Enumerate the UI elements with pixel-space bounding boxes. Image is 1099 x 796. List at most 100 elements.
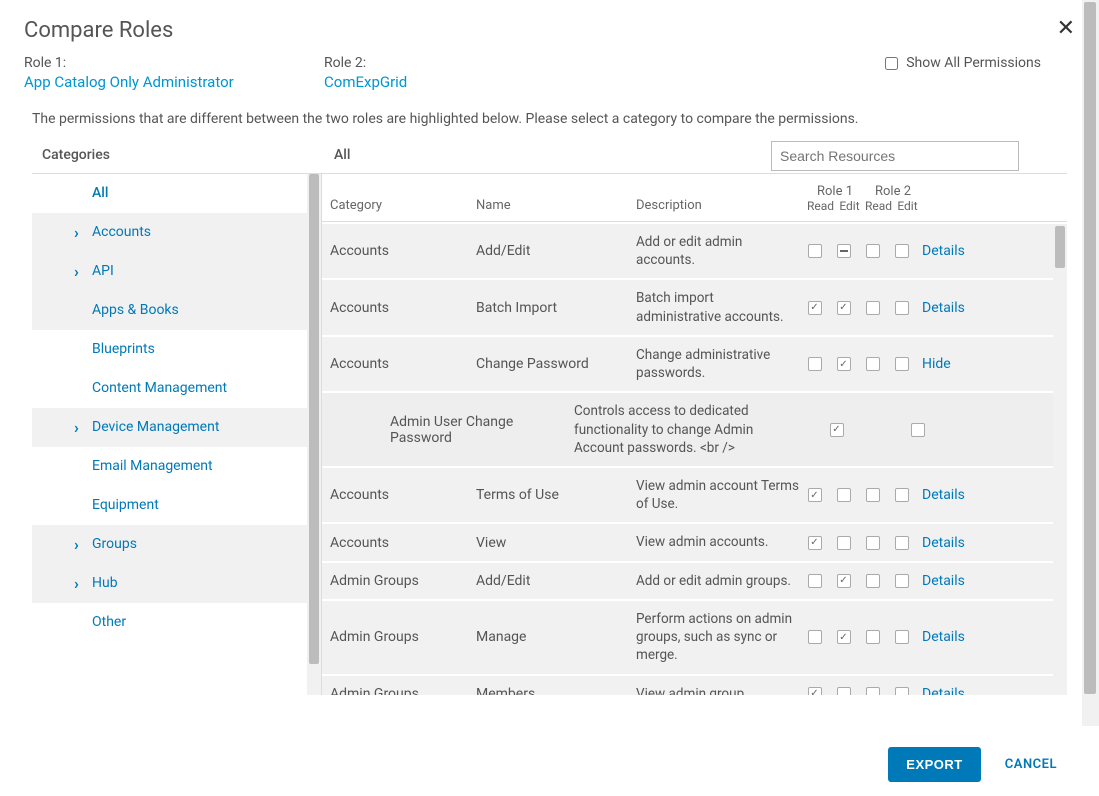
table-scrollbar[interactable] [1053, 224, 1067, 695]
sidebar-item-blueprints[interactable]: Blueprints [32, 330, 321, 369]
checkbox[interactable] [895, 244, 909, 258]
checkbox[interactable] [895, 301, 909, 315]
th-category: Category [330, 198, 476, 213]
dialog-title: Compare Roles [24, 18, 173, 43]
description-text: The permissions that are different betwe… [0, 101, 1099, 141]
checkbox[interactable] [866, 357, 880, 371]
checkbox[interactable] [808, 301, 822, 315]
checkbox[interactable] [895, 357, 909, 371]
sidebar-item-apps-books[interactable]: Apps & Books [32, 291, 321, 330]
td-name: Add/Edit [476, 573, 636, 589]
details-link[interactable]: Details [916, 573, 972, 589]
checkbox[interactable] [837, 687, 851, 695]
td-name: Admin User Change Password [330, 414, 574, 446]
th-description: Description [636, 198, 806, 213]
sidebar-item-accounts[interactable]: Accounts [32, 213, 321, 252]
sidebar-item-content-management[interactable]: Content Management [32, 369, 321, 408]
checkbox[interactable] [837, 574, 851, 588]
checkbox[interactable] [808, 687, 822, 695]
sidebar-item-api[interactable]: API [32, 252, 321, 291]
export-button[interactable]: EXPORT [888, 747, 980, 782]
table-row: AccountsAdd/EditAdd or edit admin accoun… [322, 224, 1053, 280]
checkbox[interactable] [866, 536, 880, 550]
td-desc: Batch import administrative accounts. [636, 289, 800, 325]
sidebar-item-equipment[interactable]: Equipment [32, 486, 321, 525]
td-category: Admin Groups [330, 573, 476, 589]
checkbox[interactable] [837, 357, 851, 371]
td-desc: Perform actions on admin groups, such as… [636, 610, 800, 665]
checkbox[interactable] [808, 574, 822, 588]
checkbox[interactable] [911, 423, 925, 437]
checkbox[interactable] [808, 630, 822, 644]
checkbox[interactable] [866, 574, 880, 588]
role1-name[interactable]: App Catalog Only Administrator [24, 73, 324, 91]
td-name: Batch Import [476, 300, 636, 316]
category-sidebar: AllAccountsAPIApps & BooksBlueprintsCont… [32, 174, 322, 695]
checkbox[interactable] [837, 488, 851, 502]
checkbox[interactable] [895, 536, 909, 550]
checkbox[interactable] [895, 574, 909, 588]
checkbox[interactable] [830, 423, 844, 437]
td-desc: Change administrative passwords. [636, 346, 800, 382]
details-link[interactable]: Details [916, 243, 972, 259]
td-name: View [476, 535, 636, 551]
details-link[interactable]: Details [916, 300, 972, 316]
role2-name[interactable]: ComExpGrid [324, 73, 624, 91]
th-role1: Role 1 ReadEdit [806, 184, 864, 213]
checkbox[interactable] [837, 301, 851, 315]
sidebar-item-device-management[interactable]: Device Management [32, 408, 321, 447]
checkbox[interactable] [837, 536, 851, 550]
td-name: Manage [476, 629, 636, 645]
td-desc: Add or edit admin groups. [636, 572, 800, 590]
sidebar-item-groups[interactable]: Groups [32, 525, 321, 564]
checkbox[interactable] [808, 357, 822, 371]
td-category: Admin Groups [330, 629, 476, 645]
td-desc: Controls access to dedicated functionali… [574, 402, 796, 457]
sidebar-item-other[interactable]: Other [32, 603, 321, 642]
sidebar-scrollbar[interactable] [307, 174, 321, 695]
checkbox[interactable] [808, 244, 822, 258]
sidebar-item-all[interactable]: All [32, 174, 321, 213]
details-link[interactable]: Details [916, 487, 972, 503]
permissions-table: Category Name Description Role 1 ReadEdi… [322, 174, 1067, 695]
checkbox[interactable] [837, 630, 851, 644]
role2-label: Role 2: [324, 55, 624, 71]
details-link[interactable]: Details [916, 535, 972, 551]
cancel-button[interactable]: CANCEL [1005, 757, 1057, 772]
checkbox[interactable] [866, 488, 880, 502]
checkbox[interactable] [895, 630, 909, 644]
sidebar-item-email-management[interactable]: Email Management [32, 447, 321, 486]
td-desc: View admin account Terms of Use. [636, 477, 800, 513]
sidebar-item-hub[interactable]: Hub [32, 564, 321, 603]
search-input[interactable] [771, 141, 1019, 171]
checkbox[interactable] [866, 244, 880, 258]
checkbox[interactable] [866, 301, 880, 315]
role2-block: Role 2: ComExpGrid [324, 55, 624, 91]
outer-scrollbar[interactable] [1082, 0, 1099, 726]
td-category: Accounts [330, 300, 476, 316]
td-name: Change Password [476, 356, 636, 372]
checkbox[interactable] [895, 687, 909, 695]
td-category: Accounts [330, 243, 476, 259]
show-all-permissions[interactable]: Show All Permissions [885, 55, 1041, 71]
checkbox[interactable] [866, 630, 880, 644]
show-all-label: Show All Permissions [906, 55, 1041, 71]
td-category: Accounts [330, 356, 476, 372]
close-icon[interactable]: ✕ [1057, 18, 1075, 40]
td-category: Accounts [330, 487, 476, 503]
table-row: AccountsTerms of UseView admin account T… [322, 468, 1053, 524]
details-link[interactable]: Details [916, 686, 972, 695]
checkbox[interactable] [808, 536, 822, 550]
checkbox[interactable] [808, 488, 822, 502]
checkbox[interactable] [866, 687, 880, 695]
checkbox[interactable] [895, 488, 909, 502]
show-all-checkbox[interactable] [885, 57, 898, 70]
td-name: Members [476, 686, 636, 695]
td-name: Terms of Use [476, 487, 636, 503]
role1-label: Role 1: [24, 55, 324, 71]
table-row: AccountsViewView admin accounts.Details [322, 524, 1053, 562]
checkbox[interactable] [837, 244, 851, 258]
table-row: AccountsBatch ImportBatch import adminis… [322, 280, 1053, 336]
details-link[interactable]: Details [916, 629, 972, 645]
hide-link[interactable]: Hide [916, 356, 972, 372]
